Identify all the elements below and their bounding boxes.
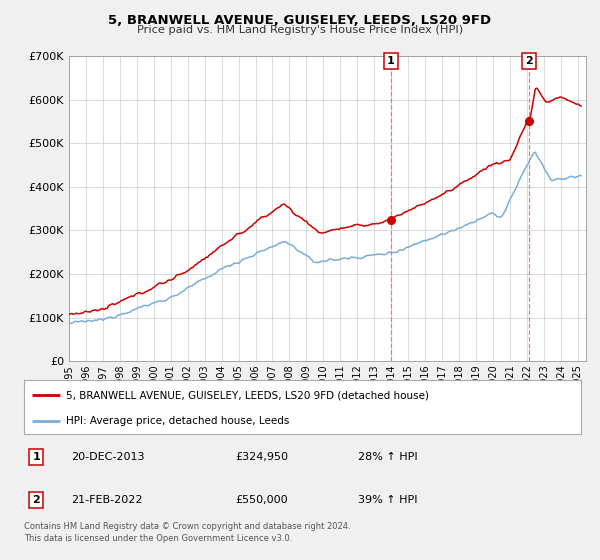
Text: 28% ↑ HPI: 28% ↑ HPI: [358, 452, 418, 461]
Text: Price paid vs. HM Land Registry's House Price Index (HPI): Price paid vs. HM Land Registry's House …: [137, 25, 463, 35]
Text: Contains HM Land Registry data © Crown copyright and database right 2024.
This d: Contains HM Land Registry data © Crown c…: [24, 522, 350, 543]
Text: 39% ↑ HPI: 39% ↑ HPI: [358, 495, 418, 505]
Text: 1: 1: [387, 56, 395, 66]
Text: £550,000: £550,000: [236, 495, 288, 505]
Text: 20-DEC-2013: 20-DEC-2013: [71, 452, 145, 461]
Text: 21-FEB-2022: 21-FEB-2022: [71, 495, 143, 505]
Text: £324,950: £324,950: [236, 452, 289, 461]
Text: 5, BRANWELL AVENUE, GUISELEY, LEEDS, LS20 9FD: 5, BRANWELL AVENUE, GUISELEY, LEEDS, LS2…: [109, 14, 491, 27]
Text: 5, BRANWELL AVENUE, GUISELEY, LEEDS, LS20 9FD (detached house): 5, BRANWELL AVENUE, GUISELEY, LEEDS, LS2…: [66, 390, 429, 400]
Text: 2: 2: [32, 495, 40, 505]
Text: 2: 2: [525, 56, 533, 66]
Text: HPI: Average price, detached house, Leeds: HPI: Average price, detached house, Leed…: [66, 416, 289, 426]
Text: 1: 1: [32, 452, 40, 461]
